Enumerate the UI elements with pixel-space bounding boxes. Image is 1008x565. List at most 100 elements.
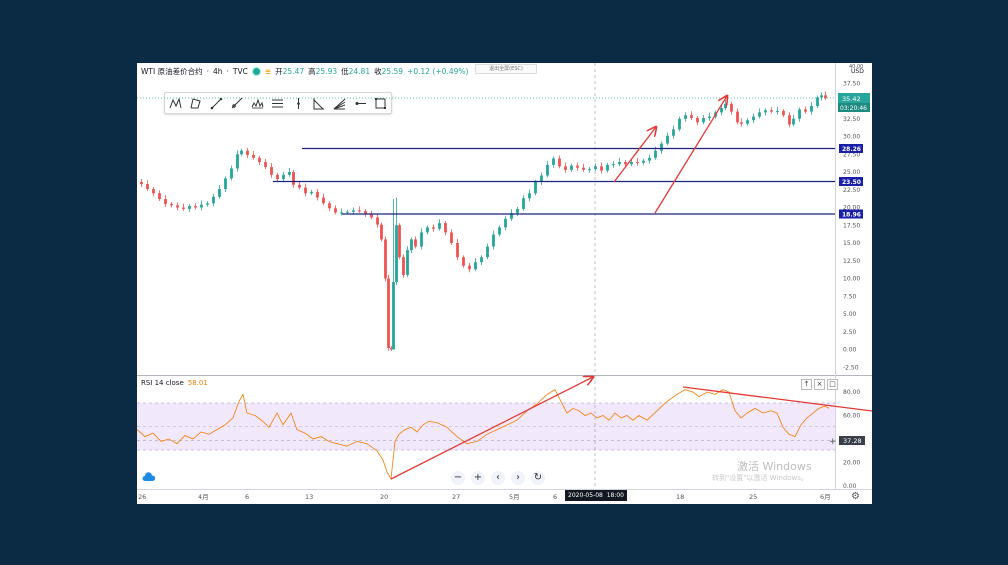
candle-body <box>630 162 633 165</box>
candle-body <box>230 168 233 179</box>
candle-body <box>304 187 307 194</box>
price-chart[interactable]: 37.5035.0032.5030.0027.5025.0022.5020.00… <box>137 63 872 504</box>
trend-line-icon[interactable] <box>208 96 224 110</box>
candle-body <box>182 207 185 209</box>
candle-body <box>690 115 693 119</box>
candle-body <box>510 213 513 219</box>
candle-body <box>246 150 249 155</box>
gear-icon[interactable]: ⚙ <box>851 491 860 502</box>
add-plus-icon[interactable]: + <box>829 437 837 447</box>
candle-body <box>206 203 209 205</box>
candle-body <box>364 211 367 214</box>
candle-body <box>395 225 398 283</box>
horizontal-ray-icon[interactable] <box>352 96 368 110</box>
high-label: 高 <box>308 67 316 76</box>
candle-body <box>352 210 355 212</box>
candle-body <box>426 227 429 233</box>
price-tick-label: 32.50 <box>843 116 860 123</box>
windows-activation-hint: 转到"设置"以激活 Windows。 <box>712 474 808 482</box>
candle-body <box>474 262 477 270</box>
candle-body <box>176 205 179 208</box>
annotation-arrow-2[interactable] <box>654 96 727 214</box>
ray-icon[interactable] <box>229 96 245 110</box>
time-tick-label: 6 <box>245 493 249 501</box>
head-shoulders-icon[interactable] <box>249 96 265 110</box>
parallel-channel-icon[interactable] <box>270 96 286 110</box>
candle-body <box>606 164 609 171</box>
candle-body <box>264 162 267 168</box>
candle-body <box>140 181 143 185</box>
rsi-tick-label: 0.00 <box>843 483 857 490</box>
candle-body <box>522 198 525 209</box>
candle-body <box>480 257 483 263</box>
candle-body <box>432 227 435 229</box>
candle-body <box>816 97 819 106</box>
candle-body <box>776 110 779 112</box>
rectangle-icon[interactable] <box>373 96 389 110</box>
price-axis-top-tick: 40.00 <box>849 64 863 70</box>
candle-body <box>170 203 173 206</box>
rsi-trendline-up[interactable] <box>390 377 593 480</box>
candle-body <box>298 184 301 188</box>
candle-body <box>708 116 711 119</box>
candle-body <box>824 95 827 99</box>
scroll-left-button[interactable]: ‹ <box>491 471 505 485</box>
candle-body <box>702 118 705 123</box>
zoom-in-button[interactable]: + <box>471 471 485 485</box>
candle-body <box>618 162 621 165</box>
low-value: 24.81 <box>348 67 371 76</box>
vertical-line-icon[interactable] <box>290 96 306 110</box>
candle-body <box>534 181 537 194</box>
annotation-arrow-1[interactable] <box>613 127 656 183</box>
zoom-out-button[interactable]: − <box>451 471 465 485</box>
scroll-right-button[interactable]: › <box>511 471 525 485</box>
rsi-line <box>137 389 830 481</box>
candle-body <box>334 208 337 213</box>
pane-up-icon[interactable]: ↑ <box>801 379 812 390</box>
price-tick-label: 20.00 <box>843 205 860 212</box>
candle-body <box>678 118 681 130</box>
rsi-legend[interactable]: RSI 14 close 58.01 <box>141 379 208 387</box>
price-axis[interactable]: 37.5035.0032.5030.0027.5025.0022.5020.00… <box>843 80 860 371</box>
rsi-trendline-down[interactable] <box>682 386 872 412</box>
candle-body <box>684 115 687 119</box>
candle-body <box>236 154 239 169</box>
xabcd-pattern-icon[interactable] <box>167 96 183 110</box>
pane-maximize-icon[interactable]: □ <box>827 379 838 390</box>
candle-body <box>492 234 495 247</box>
price-tick-label: 22.50 <box>843 187 860 194</box>
triangle-pattern-icon[interactable] <box>311 96 327 110</box>
candles <box>140 91 827 351</box>
time-tick-label: 27 <box>452 493 460 501</box>
price-tick-label: 25.00 <box>843 169 860 176</box>
interval-label[interactable]: 4h <box>212 67 223 76</box>
crosshair-date: 2020-05-08 <box>568 492 603 499</box>
crosshair-value-badge <box>839 436 865 445</box>
reset-chart-button[interactable]: ↻ <box>531 471 545 485</box>
time-axis[interactable]: 264月61320275月61118256月 <box>138 493 831 501</box>
hamburger-icon[interactable]: ≡ <box>264 67 272 76</box>
chart-window[interactable]: WTI 原油差价合约 · 4h · TVC ≡ 开25.47 高25.93 低2… <box>137 63 872 504</box>
fib-fan-icon[interactable] <box>332 96 348 110</box>
candle-body <box>420 232 423 247</box>
price-tick-label: 30.00 <box>843 134 860 141</box>
candle-body <box>402 257 405 275</box>
candle-body <box>410 239 413 251</box>
candle-body <box>258 157 261 163</box>
candle-body <box>582 167 585 170</box>
candle-body <box>384 239 387 279</box>
pane-close-icon[interactable]: × <box>814 379 825 390</box>
candle-body <box>288 172 291 175</box>
exit-fullscreen-hint[interactable]: 退出全屏(ESC) <box>475 64 537 74</box>
candle-body <box>672 129 675 136</box>
candle-body <box>504 218 507 228</box>
candle-body <box>758 112 761 117</box>
price-tick-label: 0.00 <box>843 347 857 354</box>
candle-body <box>392 282 395 350</box>
symbol-name[interactable]: WTI 原油差价合约 <box>141 67 203 76</box>
current-price-badge <box>838 93 870 103</box>
cloud-icon[interactable] <box>142 472 156 482</box>
currency-label: USD <box>851 68 864 75</box>
candle-body <box>194 206 197 208</box>
cypher-pattern-icon[interactable] <box>188 96 204 110</box>
